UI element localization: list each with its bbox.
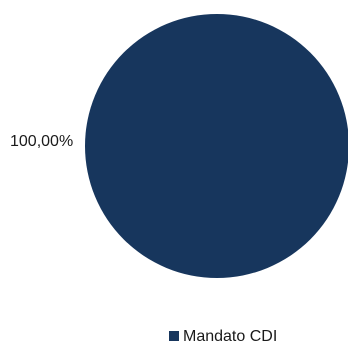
legend: Mandato CDI xyxy=(169,328,277,345)
legend-swatch-mandato-cdi xyxy=(169,331,179,341)
data-label-mandato-cdi: 100,00% xyxy=(10,133,73,150)
legend-label-mandato-cdi: Mandato CDI xyxy=(183,328,277,345)
pie-slices xyxy=(85,14,348,278)
pie-slice-mandato-cdi xyxy=(85,14,348,278)
